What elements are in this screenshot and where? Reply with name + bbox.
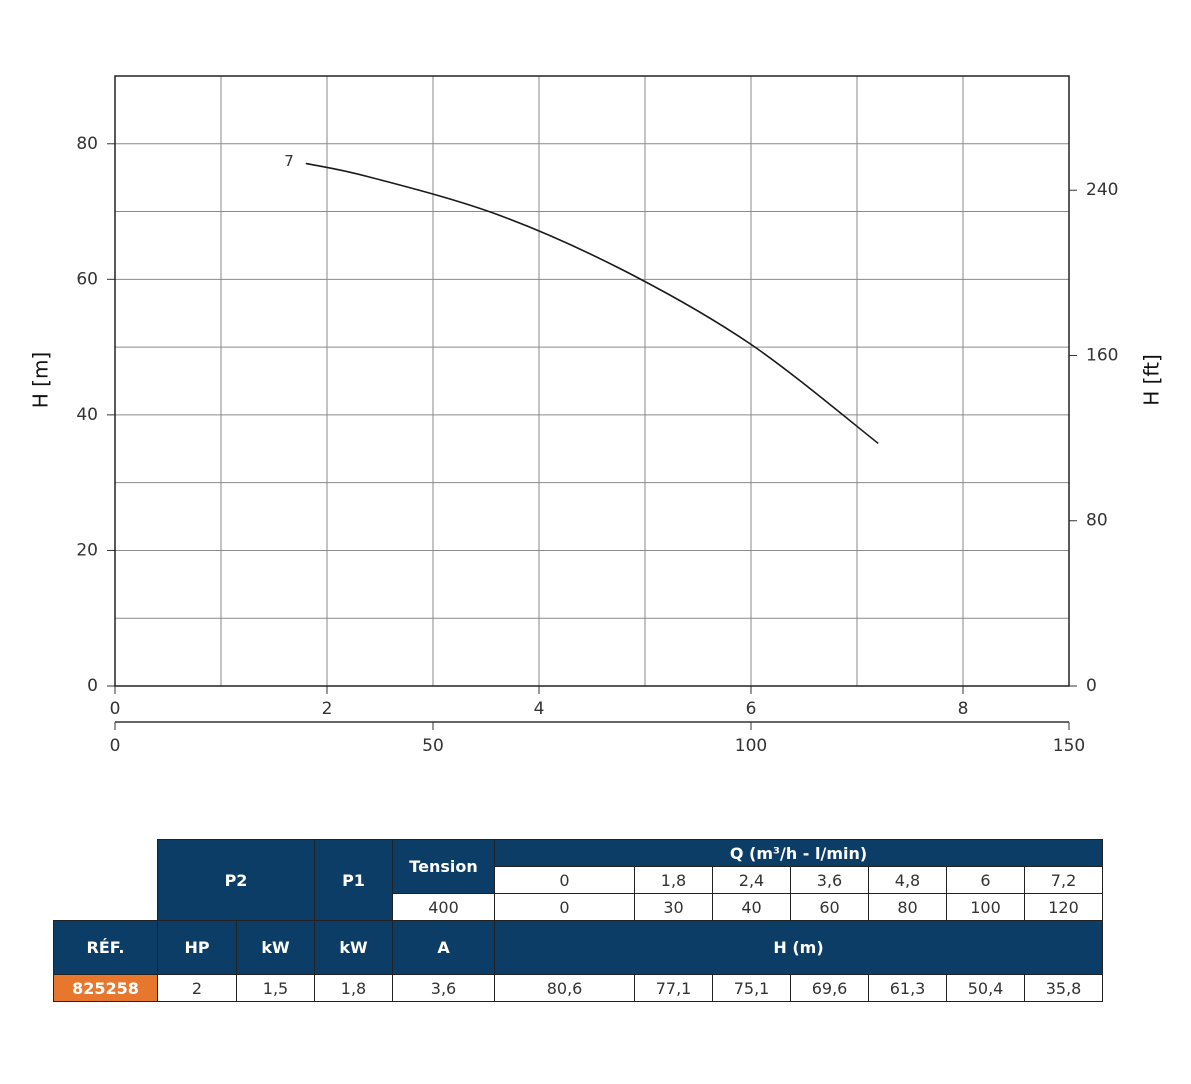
empty-cell — [53, 839, 158, 921]
y2-tick-label: 80 — [1086, 511, 1108, 531]
y2-tick-label: 160 — [1086, 345, 1118, 365]
table-cell: HP — [157, 920, 237, 975]
table-cell: 30 — [634, 893, 714, 921]
table-cell: 50,4 — [946, 974, 1026, 1002]
table-cell: 0 — [494, 866, 636, 894]
data-table: P2 P1 Tension Q (m³/h - l/min) 0 1,8 2,4 3,… — [53, 839, 1104, 1002]
y-tick-label: 80 — [76, 134, 98, 154]
curve-label: 7 — [284, 152, 294, 170]
y-tick-label: 20 — [76, 540, 98, 560]
table-cell: 2 — [157, 974, 237, 1002]
x-tick-label: 2 — [322, 699, 333, 719]
table-cell: 4,8 — [868, 866, 948, 894]
table-cell: 40 — [712, 893, 792, 921]
table-cell: 2,4 — [712, 866, 792, 894]
table-cell: 7,2 — [1024, 866, 1104, 894]
table-cell: 75,1 — [712, 974, 792, 1002]
table-cell: kW — [235, 920, 316, 975]
table-cell: 60 — [790, 893, 870, 921]
plot-frame — [114, 75, 1070, 687]
header-cell: Q (m³/h - l/min) — [494, 839, 1104, 867]
curve — [305, 162, 879, 444]
table-cell: 400 — [392, 893, 496, 921]
table-row: 825258 2 1,5 1,8 3,6 80,6 77,1 75,1 69,6 61,3 50,4… — [53, 974, 1104, 1002]
x2-tick-label: 100 — [735, 736, 767, 756]
x-tick-label: 6 — [746, 699, 757, 719]
table-cell: 1,5 — [235, 974, 316, 1002]
table-cell: 0 — [494, 893, 636, 921]
table-row: 400 0 30 40 60 80 100 120 — [54, 893, 1104, 921]
table-cell: 825258 — [53, 974, 158, 1002]
y-tick-label: 40 — [76, 405, 98, 425]
table-cell: 3,6 — [392, 974, 496, 1002]
table-cell: 120 — [1024, 893, 1104, 921]
table-cell: 6 — [946, 866, 1026, 894]
table-cell: 69,6 — [790, 974, 870, 1002]
x2-tick-label: 50 — [422, 736, 444, 756]
y2-tick-label: 240 — [1086, 180, 1118, 200]
header-cell: P1 — [314, 839, 394, 921]
y-tick-label: 0 — [87, 676, 98, 696]
table-cell: RÉF. — [53, 920, 158, 975]
table-cell: H (m) — [494, 920, 1104, 975]
x2-tick-label: 150 — [1053, 736, 1085, 756]
table-cell: 100 — [946, 893, 1026, 921]
table-cell: 3,6 — [790, 866, 870, 894]
table-cell: 1,8 — [634, 866, 714, 894]
x2-tick-label: 0 — [110, 736, 121, 756]
x-tick-label: 0 — [110, 699, 121, 719]
table-cell: 80 — [868, 893, 948, 921]
y2-tick-label: 0 — [1086, 676, 1097, 696]
x-tick-label: 8 — [958, 699, 969, 719]
table-cell: 35,8 — [1024, 974, 1104, 1002]
table-cell: 1,8 — [314, 974, 394, 1002]
table-cell: kW — [314, 920, 394, 975]
header-cell: Tension — [392, 839, 496, 894]
x-tick-label: 4 — [534, 699, 545, 719]
header-cell: P2 — [156, 839, 316, 921]
y-axis-label: H [m] — [29, 352, 53, 408]
table-cell: A — [392, 920, 496, 975]
table-cell: 61,3 — [868, 974, 948, 1002]
table-row: RÉF. HP kW kW A H (m) — [53, 920, 1104, 975]
y2-axis-label: H [ft] — [1140, 354, 1164, 406]
table-cell: 80,6 — [494, 974, 636, 1002]
table-cell: 77,1 — [634, 974, 714, 1002]
y-tick-label: 60 — [76, 269, 98, 289]
